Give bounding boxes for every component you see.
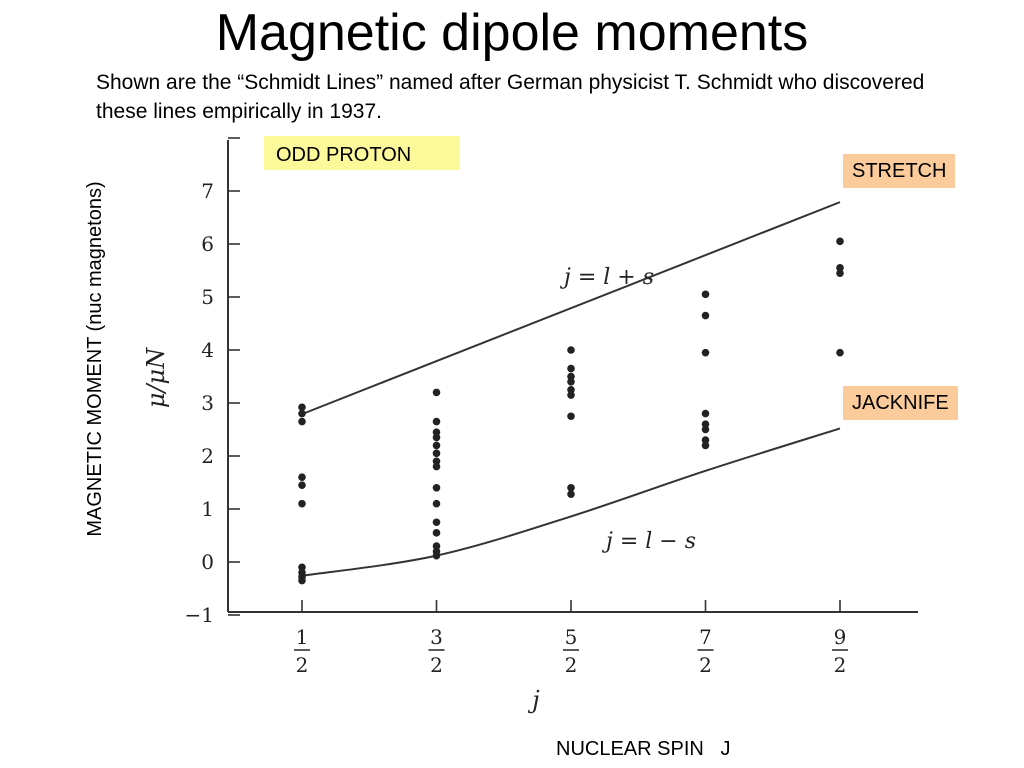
data-point [432,428,441,436]
data-point [432,457,441,466]
data-point [567,364,575,373]
data-point [567,490,575,498]
x-tick-numerator: 1 [296,625,309,649]
data-point [567,412,575,421]
y-tick-label: −1 [185,603,214,627]
data-point [432,542,441,550]
data-point [298,417,306,426]
data-point [567,391,575,399]
data-point [836,269,844,277]
y-tick-label: 3 [201,391,214,415]
x-tick-denominator: 2 [565,653,578,677]
odd-proton-label: ODD PROTON [264,136,460,170]
x-tick-numerator: 3 [430,625,443,649]
data-point [701,348,710,357]
data-point [298,499,306,508]
x-tick-denominator: 2 [834,653,847,677]
y-tick-label: 0 [201,550,214,574]
data-point [567,378,575,386]
y-tick-label: 5 [201,285,214,309]
slide-subtitle: Shown are the “Schmidt Lines” named afte… [96,71,925,123]
schmidt-line-jackknife [301,427,841,577]
y-tick-label: 4 [201,338,214,362]
data-point [432,484,441,492]
x-axis-label: j [527,686,540,714]
data-point [298,403,306,412]
x-tick-numerator: 9 [834,625,847,649]
data-point [432,433,441,442]
data-point [432,529,441,537]
y-tick-label: 2 [201,444,214,468]
data-point [298,473,306,482]
data-point [567,484,575,492]
data-point [432,551,441,560]
x-side-label: NUCLEAR SPIN J [556,738,731,760]
data-point [432,449,441,458]
data-point [701,436,710,444]
data-point [432,441,441,450]
data-point [701,441,710,450]
y-axis-label: μ/μN [142,347,170,408]
data-point [701,425,710,434]
data-point [567,372,575,381]
data-point [701,409,710,418]
x-tick-denominator: 2 [296,653,309,677]
data-point [298,563,306,572]
data-point [836,348,844,357]
x-tick-numerator: 5 [565,625,578,649]
schmidt-line-stretch [301,201,841,416]
data-point [836,264,844,272]
slide-title: Magnetic dipole moments [215,4,809,62]
line-label-stretch: j = l + s [559,265,654,290]
data-point [298,409,306,418]
x-tick-numerator: 7 [699,625,712,649]
y-tick-label: 1 [201,497,214,521]
x-tick-denominator: 2 [430,653,443,677]
y-tick-label: 6 [201,232,214,256]
line-label-jackknife: j = l − s [601,529,696,554]
y-tick-label: 7 [201,179,214,203]
data-point [432,499,441,508]
data-point [701,290,710,299]
stretch-label: STRETCH [843,154,956,188]
data-point [298,576,306,585]
data-point [432,417,441,426]
x-tick-denominator: 2 [699,653,712,677]
data-point [298,481,306,489]
data-point [836,237,844,246]
data-point [567,346,575,354]
data-point [567,385,575,394]
data-point [432,462,441,471]
data-point [432,388,441,397]
data-point [701,311,710,320]
data-point [701,420,710,429]
data-point [432,518,441,527]
jackknife-label: JACKNIFE [843,386,958,420]
y-side-label: MAGNETIC MOMENT (nuc magnetons) [84,181,106,537]
